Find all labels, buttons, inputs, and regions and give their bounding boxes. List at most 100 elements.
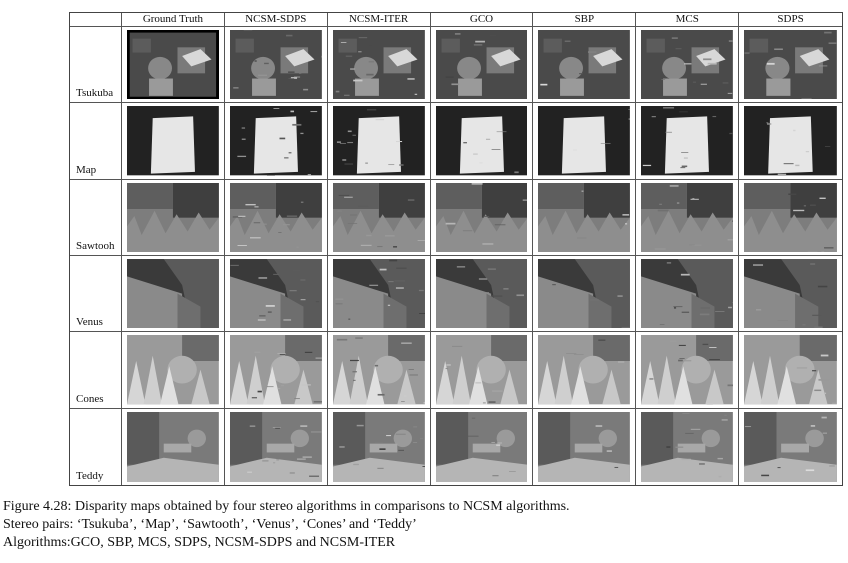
disparity-map-cell (739, 256, 842, 333)
disparity-map-image (229, 259, 322, 329)
disparity-map-image (127, 106, 219, 176)
disparity-map-cell (636, 408, 740, 485)
disparity-map-image (538, 411, 631, 482)
disparity-map-image (744, 30, 837, 100)
header-corner (70, 13, 122, 27)
row-label: Map (70, 103, 122, 180)
disparity-map-image (538, 106, 631, 176)
disparity-map-cell (636, 256, 740, 333)
disparity-map-image (127, 30, 219, 100)
disparity-map-cell (430, 179, 534, 256)
disparity-map-image (538, 30, 631, 100)
disparity-map-image (744, 259, 837, 329)
disparity-map-cell (122, 256, 225, 333)
disparity-map-image (127, 259, 219, 329)
disparity-map-cell (224, 256, 328, 333)
row-label-text: Teddy (76, 470, 104, 482)
disparity-map-cell (430, 103, 534, 180)
caption-line-3: Algorithms:GCO, SBP, MCS, SDPS, NCSM-SDP… (3, 535, 396, 550)
row-label: Sawtooh (70, 179, 122, 256)
disparity-map-cell (533, 332, 637, 409)
column-header: NCSM-SDPS (224, 13, 328, 27)
disparity-map-image (229, 335, 322, 405)
disparity-map-cell (636, 103, 740, 180)
figure-caption: Figure 4.28: Disparity maps obtained by … (3, 498, 843, 552)
disparity-map-image (744, 106, 837, 176)
caption-line-2: Stereo pairs: ‘Tsukuba’, ‘Map’, ‘Sawtoot… (3, 517, 417, 532)
disparity-map-cell (327, 332, 431, 409)
disparity-map-image (641, 182, 734, 252)
disparity-map-cell (636, 332, 740, 409)
disparity-map-image (744, 335, 837, 405)
disparity-map-cell (431, 408, 534, 485)
disparity-map-cell (327, 256, 431, 333)
disparity-map-cell (739, 409, 842, 485)
disparity-map-cell (533, 408, 637, 485)
disparity-map-cell (224, 179, 328, 256)
disparity-map-image (332, 106, 425, 176)
disparity-map-image (229, 30, 322, 100)
disparity-map-image (127, 182, 219, 252)
row-label-text: Sawtooh (76, 240, 115, 252)
disparity-map-cell (430, 27, 534, 104)
disparity-map-image (641, 335, 734, 405)
disparity-map-cell (636, 179, 740, 256)
disparity-map-cell (430, 256, 534, 333)
disparity-map-image (744, 182, 837, 252)
disparity-map-image (435, 182, 528, 252)
disparity-map-cell (122, 179, 225, 256)
disparity-map-image (229, 106, 322, 176)
disparity-map-cell (533, 256, 637, 333)
disparity-map-image (538, 182, 631, 252)
disparity-map-cell (533, 179, 637, 256)
row-label-text: Venus (76, 316, 103, 329)
disparity-map-cell (739, 332, 842, 409)
disparity-map-image (435, 259, 528, 329)
disparity-map-image (332, 335, 425, 405)
disparity-map-cell (328, 408, 431, 485)
disparity-map-cell (533, 27, 637, 104)
disparity-map-image (641, 259, 734, 329)
row-label-text: Tsukuba (76, 87, 114, 100)
caption-line-1: Figure 4.28: Disparity maps obtained by … (3, 499, 570, 514)
disparity-map-cell (224, 103, 328, 180)
disparity-map-cell (224, 332, 328, 409)
disparity-map-cell (225, 408, 328, 485)
disparity-map-cell (739, 27, 842, 104)
disparity-map-image (641, 411, 734, 482)
column-header: NCSM-ITER (327, 13, 431, 27)
disparity-map-image (538, 259, 631, 329)
disparity-map-image (127, 411, 219, 482)
disparity-map-image (435, 106, 528, 176)
disparity-map-image (744, 411, 837, 482)
column-header: SBP (533, 13, 637, 27)
disparity-map-cell (636, 27, 740, 104)
row-label: Cones (70, 332, 122, 409)
disparity-map-image (641, 30, 734, 100)
disparity-map-image (332, 259, 425, 329)
disparity-map-image (332, 30, 425, 100)
disparity-map-cell (739, 103, 842, 180)
column-header: MCS (636, 13, 740, 27)
disparity-map-image (127, 335, 219, 405)
row-label: Tsukuba (70, 27, 122, 104)
disparity-map-cell (122, 27, 225, 104)
column-header: SDPS (739, 13, 842, 27)
disparity-map-image (332, 411, 425, 482)
disparity-map-image (435, 411, 528, 482)
disparity-map-cell (122, 103, 225, 180)
disparity-map-cell (224, 27, 328, 104)
column-header: GCO (430, 13, 534, 27)
disparity-map-image (229, 411, 322, 482)
disparity-map-image (538, 335, 631, 405)
figure-grid: Ground Truth NCSM-SDPS NCSM-ITER GCO SBP MCS S… (69, 12, 843, 486)
disparity-map-cell (327, 179, 431, 256)
column-header: Ground Truth (122, 13, 225, 27)
disparity-map-cell (122, 408, 225, 485)
row-label-text: Cones (76, 392, 104, 405)
disparity-map-cell (430, 332, 534, 409)
disparity-map-image (435, 335, 528, 405)
disparity-map-cell (327, 103, 431, 180)
disparity-map-cell (327, 27, 431, 104)
disparity-map-image (229, 182, 322, 252)
